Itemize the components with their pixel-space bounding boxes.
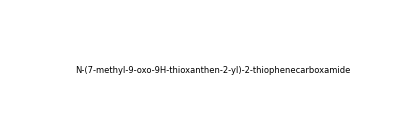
- Text: N-(7-methyl-9-oxo-9H-thioxanthen-2-yl)-2-thiophenecarboxamide: N-(7-methyl-9-oxo-9H-thioxanthen-2-yl)-2…: [76, 66, 351, 75]
